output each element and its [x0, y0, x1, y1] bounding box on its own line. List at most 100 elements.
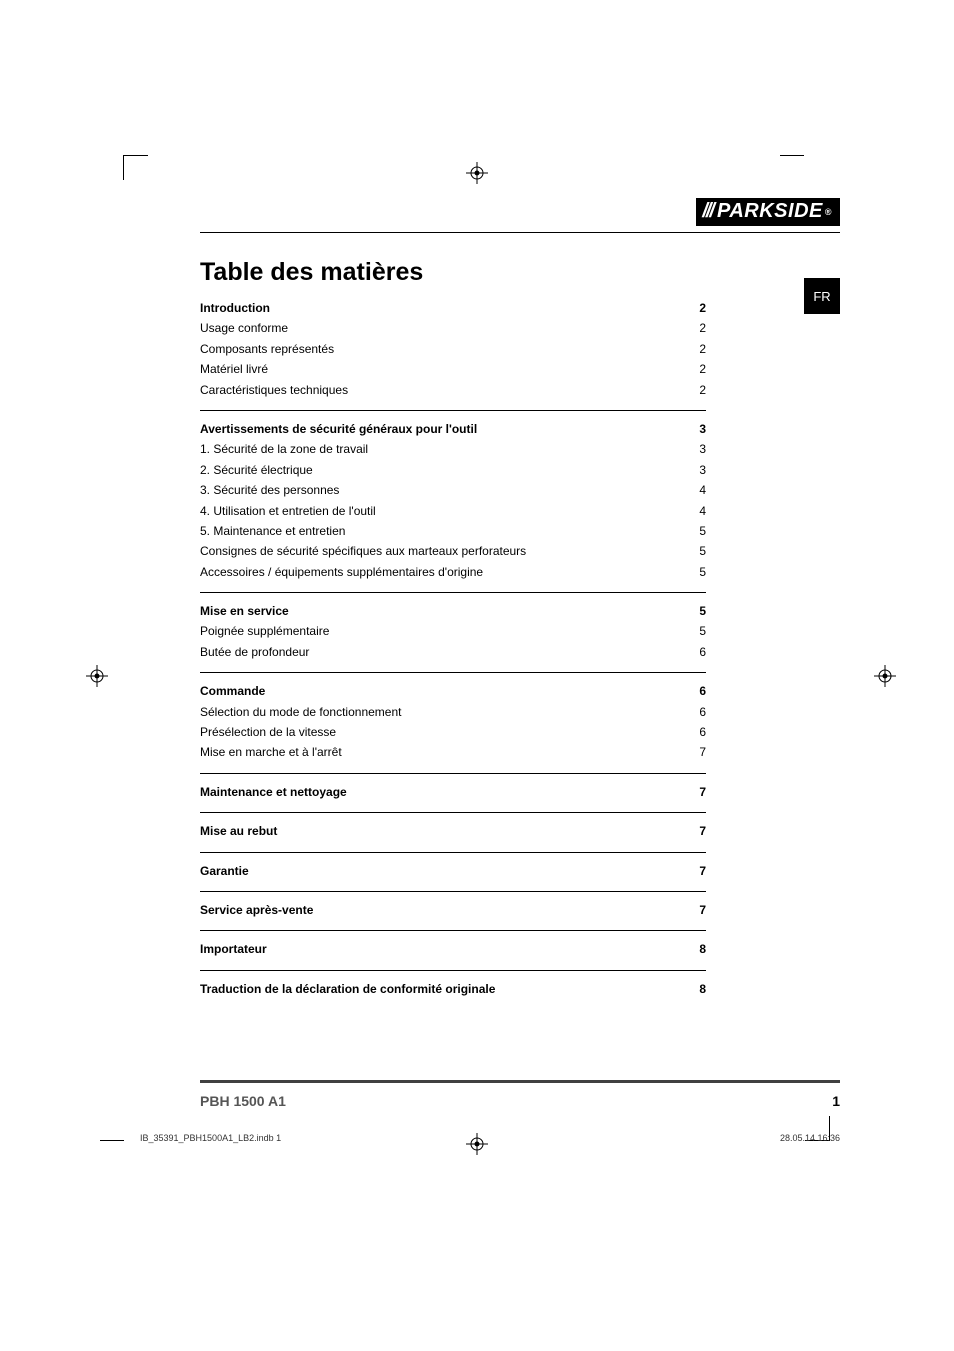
toc-item-label: Matériel livré	[200, 359, 268, 379]
toc-heading-label: Service après-vente	[200, 900, 313, 920]
toc-item-page: 5	[699, 562, 706, 582]
crop-mark-tl	[123, 155, 148, 180]
toc-section: Garantie 7	[200, 852, 706, 881]
toc-item-label: Mise en marche et à l'arrêt	[200, 742, 342, 762]
toc-heading: Introduction 2	[200, 298, 706, 318]
toc-section: Service après-vente7	[200, 891, 706, 920]
page-footer: PBH 1500 A1 1	[200, 1080, 840, 1109]
toc-item: Consignes de sécurité spécifiques aux ma…	[200, 541, 706, 561]
toc-heading-label: Mise en service	[200, 601, 289, 621]
toc-heading: Importateur8	[200, 939, 706, 959]
toc-heading-label: Garantie	[200, 861, 249, 881]
toc-item-label: Consignes de sécurité spécifiques aux ma…	[200, 541, 526, 561]
toc-heading-label: Introduction	[200, 298, 270, 318]
footer-model: PBH 1500 A1	[200, 1093, 286, 1109]
registration-mark-icon	[466, 162, 488, 184]
crop-mark-tr	[780, 155, 804, 180]
toc-section: Maintenance et nettoyage 7	[200, 773, 706, 802]
toc-leader-dots	[405, 704, 695, 716]
toc-item: Poignée supplémentaire 5	[200, 621, 706, 641]
toc-leader-dots	[499, 981, 695, 993]
toc-item-label: Présélection de la vitesse	[200, 722, 336, 742]
toc-leader-dots	[253, 863, 696, 875]
toc-item: 3. Sécurité des personnes 4	[200, 480, 706, 500]
toc-item-page: 2	[699, 359, 706, 379]
toc-heading-label: Mise au rebut	[200, 821, 277, 841]
toc-item-page: 6	[699, 722, 706, 742]
toc-leader-dots	[380, 503, 696, 515]
brand-text: PARKSIDE	[717, 200, 823, 223]
toc-leader-dots	[271, 941, 696, 953]
toc-item: 2. Sécurité électrique 3	[200, 460, 706, 480]
toc-heading-label: Importateur	[200, 939, 267, 959]
toc-item: Présélection de la vitesse 6	[200, 722, 706, 742]
toc-heading: Mise en service 5	[200, 601, 706, 621]
imprint-timestamp: 28.05.14 16:36	[780, 1133, 840, 1143]
table-of-contents: Introduction2Usage conforme2Composants r…	[200, 298, 706, 999]
toc-heading-page: 7	[699, 861, 706, 881]
toc-leader-dots	[269, 683, 695, 695]
toc-item-page: 3	[699, 460, 706, 480]
toc-heading-label: Traduction de la déclaration de conformi…	[200, 979, 495, 999]
toc-item: Accessoires / équipements supplémentaire…	[200, 562, 706, 582]
toc-item-label: Accessoires / équipements supplémentaire…	[200, 562, 483, 582]
imprint-line: IB_35391_PBH1500A1_LB2.indb 1 28.05.14 1…	[140, 1133, 840, 1143]
toc-leader-dots	[372, 441, 695, 453]
toc-heading: Traduction de la déclaration de conformi…	[200, 979, 706, 999]
toc-item-page: 5	[699, 621, 706, 641]
toc-item-label: Caractéristiques techniques	[200, 380, 348, 400]
toc-leader-dots	[313, 644, 695, 656]
toc-leader-dots	[317, 462, 696, 474]
toc-item-page: 7	[699, 742, 706, 762]
toc-leader-dots	[333, 623, 695, 635]
toc-item-label: 2. Sécurité électrique	[200, 460, 313, 480]
toc-item-label: Poignée supplémentaire	[200, 621, 329, 641]
toc-section: Traduction de la déclaration de conformi…	[200, 970, 706, 999]
toc-section: Commande6Sélection du mode de fonctionne…	[200, 672, 706, 763]
toc-heading-page: 3	[699, 419, 706, 439]
toc-item-label: 3. Sécurité des personnes	[200, 480, 339, 500]
toc-leader-dots	[317, 902, 695, 914]
toc-item-label: 5. Maintenance et entretien	[200, 521, 345, 541]
toc-heading-page: 8	[699, 979, 706, 999]
toc-leader-dots	[338, 341, 695, 353]
toc-leader-dots	[343, 482, 695, 494]
toc-item: 4. Utilisation et entretien de l'outil 4	[200, 501, 706, 521]
toc-item-label: Sélection du mode de fonctionnement	[200, 702, 401, 722]
footer-page-number: 1	[832, 1093, 840, 1109]
toc-leader-dots	[340, 724, 695, 736]
toc-item: 1. Sécurité de la zone de travail3	[200, 439, 706, 459]
toc-item-page: 5	[699, 521, 706, 541]
toc-leader-dots	[351, 784, 696, 796]
toc-heading-page: 7	[699, 782, 706, 802]
toc-heading: Commande6	[200, 681, 706, 701]
toc-item-page: 4	[699, 480, 706, 500]
toc-item-page: 5	[699, 541, 706, 561]
toc-section: Introduction2Usage conforme2Composants r…	[200, 298, 706, 400]
toc-item-label: Butée de profondeur	[200, 642, 309, 662]
toc-heading: Avertissements de sécurité généraux pour…	[200, 419, 706, 439]
toc-item-label: 4. Utilisation et entretien de l'outil	[200, 501, 376, 521]
toc-item: Sélection du mode de fonctionnement 6	[200, 702, 706, 722]
toc-item-page: 4	[699, 501, 706, 521]
toc-item: Butée de profondeur 6	[200, 642, 706, 662]
toc-item-label: 1. Sécurité de la zone de travail	[200, 439, 368, 459]
imprint-file: IB_35391_PBH1500A1_LB2.indb 1	[140, 1133, 281, 1143]
toc-heading: Service après-vente7	[200, 900, 706, 920]
toc-leader-dots	[530, 543, 695, 555]
toc-heading-page: 5	[699, 601, 706, 621]
crop-mark-bl	[100, 1116, 124, 1141]
toc-item-page: 6	[699, 702, 706, 722]
toc-section: Avertissements de sécurité généraux pour…	[200, 410, 706, 582]
toc-item-page: 2	[699, 318, 706, 338]
toc-heading-label: Maintenance et nettoyage	[200, 782, 347, 802]
toc-leader-dots	[352, 382, 695, 394]
toc-heading-page: 2	[699, 298, 706, 318]
language-tab: FR	[804, 278, 840, 314]
toc-item-label: Usage conforme	[200, 318, 288, 338]
toc-leader-dots	[281, 823, 695, 835]
registration-mark-icon	[86, 665, 108, 687]
toc-leader-dots	[481, 421, 695, 433]
toc-item-page: 6	[699, 642, 706, 662]
toc-item-page: 2	[699, 380, 706, 400]
